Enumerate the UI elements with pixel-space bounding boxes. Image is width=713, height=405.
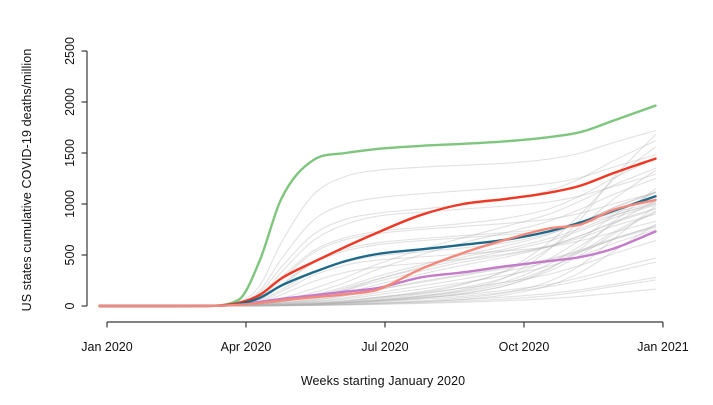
x-tick-label: Apr 2020 <box>221 340 272 354</box>
y-tick-label: 2000 <box>63 88 77 116</box>
y-tick-label: 2500 <box>63 37 77 65</box>
x-tick-label: Jan 2021 <box>637 340 688 354</box>
y-axis-title: US states cumulative COVID-19 deaths/mil… <box>20 48 34 312</box>
x-axis-title: Weeks starting January 2020 <box>300 374 466 388</box>
highlight-series-state-green <box>98 104 657 308</box>
background-series-line <box>98 224 657 307</box>
y-tick-label: 0 <box>63 302 77 309</box>
y-tick-label: 1500 <box>63 139 77 167</box>
background-series-line <box>98 223 657 307</box>
background-series-line <box>98 154 657 307</box>
x-tick-label: Jul 2020 <box>361 340 408 354</box>
highlight-series-state-salmon <box>98 198 657 308</box>
x-tick-label: Jan 2020 <box>81 340 132 354</box>
y-tick-label: 1000 <box>63 190 77 218</box>
x-tick-label: Oct 2020 <box>499 340 550 354</box>
background-series-line <box>98 134 657 307</box>
y-tick-label: 500 <box>63 245 77 266</box>
